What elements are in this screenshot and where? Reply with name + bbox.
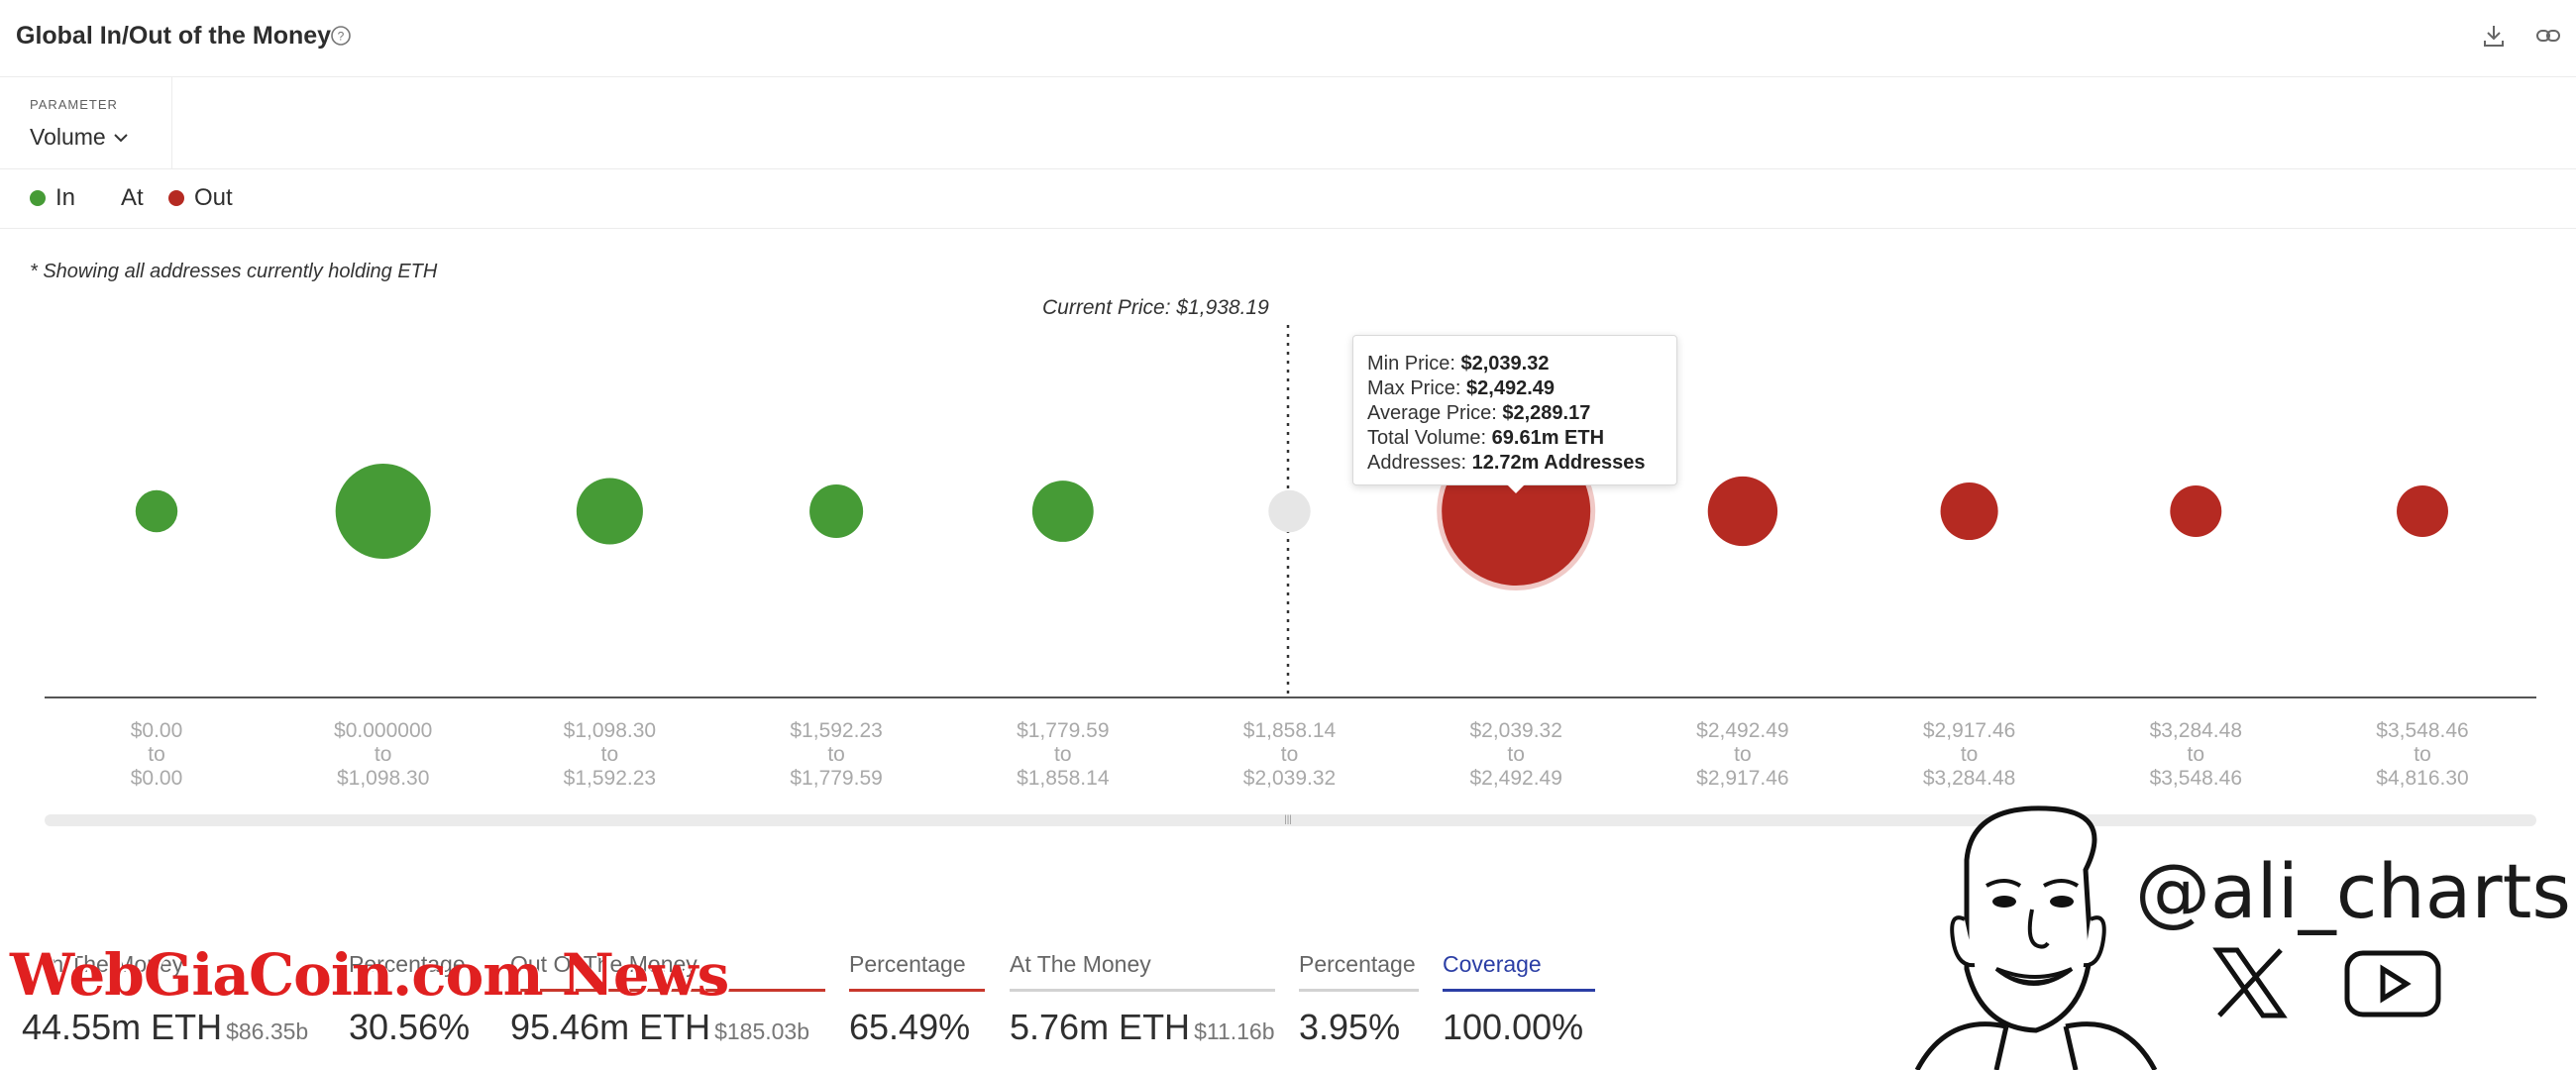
tooltip-avg-price: Average Price: $2,289.17 <box>1367 402 1591 424</box>
legend-item-out[interactable]: Out <box>168 184 233 212</box>
bubble-at-5[interactable] <box>1268 489 1311 533</box>
at-pct-underline <box>1299 989 1419 992</box>
out-of-the-money-value: 95.46m ETH $185.03b <box>510 1007 810 1047</box>
x-tick-label: $1,779.59 to $1,858.14 <box>1017 719 1110 790</box>
tooltip-min-price: Min Price: $2,039.32 <box>1367 353 1550 374</box>
caricature-avatar <box>1914 805 2158 1070</box>
x-tick-label: $3,548.46 to $4,816.30 <box>2376 719 2469 790</box>
chart-scrollbar[interactable] <box>45 814 2536 826</box>
bubble-in-0[interactable] <box>135 489 178 533</box>
tooltip-total-volume: Total Volume: 69.61m ETH <box>1367 427 1605 449</box>
in-percentage-value: 30.56% <box>349 1007 471 1047</box>
out-underline <box>510 989 825 992</box>
bubble-out-8[interactable] <box>1940 482 1998 541</box>
coverage-value: 100.00% <box>1443 1007 1584 1047</box>
link-icon[interactable] <box>2534 22 2562 50</box>
bubble-in-3[interactable] <box>809 483 864 539</box>
legend-label-at: At <box>121 184 144 211</box>
x-tick-label: $2,917.46 to $3,284.48 <box>1922 719 2016 790</box>
at-underline <box>1010 989 1275 992</box>
x-tick-label: $2,492.49 to $2,917.46 <box>1696 719 1789 790</box>
x-tick-label: $1,098.30 to $1,592.23 <box>563 719 657 790</box>
in-percentage-label: Percentage <box>349 951 466 977</box>
bubble-out-7[interactable] <box>1707 476 1778 547</box>
download-icon[interactable] <box>2480 22 2508 50</box>
current-price-label: Current Price: $1,938.19 <box>1042 296 1269 319</box>
coverage-label: Coverage <box>1443 951 1542 977</box>
in-the-money-label: In The Money <box>45 951 184 977</box>
holding-note: * Showing all addresses currently holdin… <box>30 261 438 282</box>
coverage-underline <box>1443 989 1595 992</box>
tooltip-addresses: Addresses: 12.72m Addresses <box>1367 452 1646 474</box>
legend-dot-out <box>168 190 184 206</box>
scroll-handle-icon[interactable]: ||| <box>1284 814 1292 825</box>
bubble-in-1[interactable] <box>335 463 431 560</box>
legend-item-in[interactable]: In <box>30 184 75 212</box>
legend-item-at[interactable]: At <box>121 184 144 212</box>
bubble-out-10[interactable] <box>2397 485 2448 537</box>
bubble-in-4[interactable] <box>1031 481 1094 542</box>
parameter-select[interactable]: Volume <box>30 124 130 151</box>
legend-dot-in <box>30 190 46 206</box>
chevron-down-icon <box>114 133 128 142</box>
at-percentage-label: Percentage <box>1299 951 1416 977</box>
x-tick-label: $3,284.48 to $3,548.46 <box>2149 719 2243 790</box>
header-divider <box>0 76 2576 77</box>
help-icon[interactable]: ? <box>330 25 352 47</box>
at-the-money-value: 5.76m ETH $11.16b <box>1010 1007 1275 1047</box>
svg-text:?: ? <box>338 30 345 44</box>
x-logo-icon[interactable] <box>2211 946 2289 1019</box>
parameter-bottom-divider <box>0 168 2576 169</box>
at-percentage-value: 3.95% <box>1299 1007 1401 1047</box>
youtube-icon[interactable] <box>2343 949 2442 1018</box>
tooltip-max-price: Max Price: $2,492.49 <box>1367 377 1556 399</box>
bubble-tooltip: Min Price: $2,039.32 Max Price: $2,492.4… <box>1352 335 1677 485</box>
x-tick-label: $0.00 to $0.00 <box>130 719 183 790</box>
out-percentage-label: Percentage <box>849 951 966 977</box>
bubble-in-2[interactable] <box>576 478 643 545</box>
bubble-chart <box>45 325 2536 698</box>
watermark-text: WebGiaCoin.com News <box>10 941 729 1009</box>
legend-divider <box>0 228 2576 229</box>
x-tick-label: $0.000000 to $1,098.30 <box>334 719 433 790</box>
bubble-out-9[interactable] <box>2170 485 2222 537</box>
out-percentage-value: 65.49% <box>849 1007 971 1047</box>
legend-label-in: In <box>55 184 76 211</box>
parameter-label: PARAMETER <box>30 97 118 112</box>
page-title: Global In/Out of the Money <box>16 22 332 50</box>
x-tick-label: $1,858.14 to $2,039.32 <box>1242 719 1337 790</box>
parameter-value: Volume <box>30 124 106 150</box>
out-of-the-money-label: Out Of The Money <box>510 951 698 977</box>
out-pct-underline <box>849 989 985 992</box>
tooltip-arrow <box>1504 482 1528 493</box>
parameter-divider <box>171 77 172 168</box>
social-handle: @ali_charts <box>2135 847 2571 935</box>
legend-label-out: Out <box>194 184 233 211</box>
x-tick-label: $2,039.32 to $2,492.49 <box>1469 719 1562 790</box>
at-the-money-label: At The Money <box>1010 951 1151 977</box>
in-the-money-value: 44.55m ETH $86.35b <box>22 1007 309 1047</box>
x-tick-label: $1,592.23 to $1,779.59 <box>790 719 883 790</box>
